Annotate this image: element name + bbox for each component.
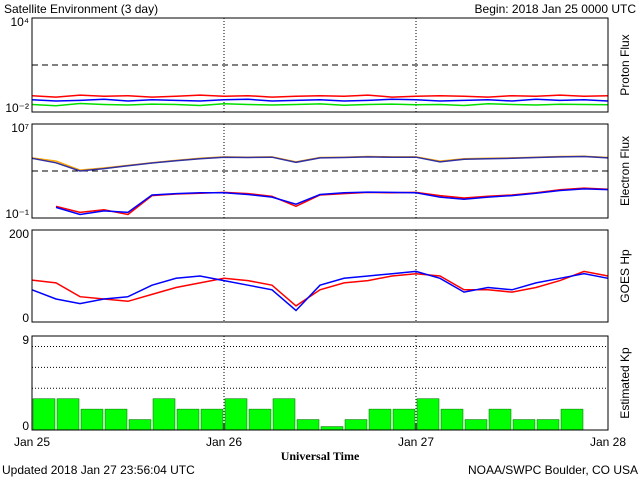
kp-bar <box>80 408 104 431</box>
kp-bar <box>416 398 440 431</box>
kp-bar <box>272 398 296 431</box>
kp-bar <box>224 398 248 431</box>
kp-bar <box>176 408 200 431</box>
panel-frame <box>31 123 609 219</box>
kp-bar <box>344 419 368 431</box>
x-axis-label: Universal Time <box>281 449 360 463</box>
title: Satellite Environment (3 day) <box>4 2 158 16</box>
kp-bar <box>56 398 80 431</box>
kp-bar <box>368 408 392 431</box>
panel-frame <box>31 17 609 113</box>
updated: Updated 2018 Jan 27 23:56:04 UTC <box>2 463 195 477</box>
kp-bar <box>392 408 416 431</box>
y-tick-label: 9 <box>22 333 29 347</box>
y-axis-label: Electron Flux <box>618 136 632 206</box>
series-line <box>31 102 609 107</box>
y-axis-label: Proton Flux <box>618 34 632 95</box>
y-tick-label: 10⁻² <box>5 101 29 115</box>
x-tick-label: Jan 26 <box>206 435 242 449</box>
x-tick-label: Jan 25 <box>14 435 50 449</box>
y-tick-label: 10⁴ <box>10 15 29 29</box>
y-axis-label: GOES Hp <box>618 249 632 303</box>
kp-bar <box>320 426 344 431</box>
x-tick-label: Jan 28 <box>590 435 626 449</box>
x-tick-label: Jan 27 <box>398 435 434 449</box>
kp-bar <box>512 419 536 431</box>
kp-bar <box>560 408 584 431</box>
series-line <box>31 270 609 307</box>
kp-bar <box>440 408 464 431</box>
y-axis-label: Estimated Kp <box>618 347 632 419</box>
series-line <box>31 155 609 172</box>
kp-bar <box>152 398 176 431</box>
kp-bar <box>488 408 512 431</box>
begin-time: Begin: 2018 Jan 25 0000 UTC <box>475 2 637 16</box>
y-tick-label: 200 <box>9 227 29 241</box>
series-line <box>31 94 609 98</box>
kp-bar <box>296 419 320 431</box>
y-tick-label: 10⁷ <box>11 121 29 135</box>
kp-bar <box>248 408 272 431</box>
kp-bar <box>536 419 560 431</box>
series-line <box>31 98 609 102</box>
series-line <box>55 188 609 216</box>
kp-bar <box>104 408 128 431</box>
y-tick-label: 0 <box>22 311 29 325</box>
kp-bar <box>32 398 56 431</box>
kp-bar <box>128 419 152 431</box>
y-tick-label: 0 <box>22 419 29 433</box>
panel-frame <box>31 335 609 431</box>
series-line <box>31 270 609 312</box>
kp-bar <box>200 408 224 431</box>
y-tick-label: 10⁻¹ <box>5 207 29 221</box>
panel-frame <box>31 229 609 323</box>
kp-bar <box>464 419 488 431</box>
source: NOAA/SWPC Boulder, CO USA <box>468 463 638 477</box>
